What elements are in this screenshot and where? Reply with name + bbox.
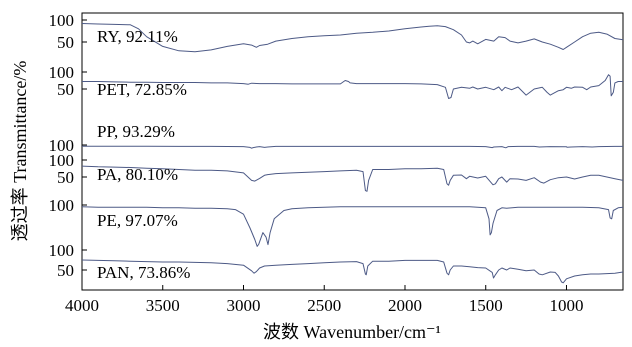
spectrum-line-4 (81, 165, 624, 192)
spectrum-line-3 (82, 145, 623, 149)
plot-frame (81, 12, 624, 291)
series-label-2: PET, 72.85% (97, 80, 187, 99)
x-axis-title: 波数 Wavenumber/cm⁻¹ (263, 322, 441, 342)
x-tick-label: 2000 (388, 296, 422, 315)
spectrum-line-5 (81, 206, 624, 247)
plot-area (81, 12, 624, 291)
series-labels: RY, 92.11% PET, 72.85% PP, 93.29% PA, 80.10… (97, 27, 190, 282)
y-tick-label: 100 (49, 196, 75, 215)
series-label-3: PP, 93.29% (97, 122, 175, 141)
x-tick-label: 3000 (226, 296, 260, 315)
y-tick-label: 50 (57, 261, 74, 280)
y-tick-label: 100 (49, 136, 75, 155)
y-axis-title: 透过率 Transmittance/% (10, 61, 30, 242)
x-tick-label: 3500 (146, 296, 180, 315)
x-tick-label: 2500 (307, 296, 341, 315)
y-tick-label: 100 (49, 63, 75, 82)
x-tick-label: 1500 (469, 296, 503, 315)
y-tick-label: 50 (57, 33, 74, 52)
series-label-5: PE, 97.07% (97, 211, 178, 230)
y-tick-label: 50 (57, 80, 74, 99)
spectrum-line-6 (81, 259, 624, 284)
y-tick-label: 100 (49, 11, 75, 30)
spectrum-line-1 (81, 23, 624, 53)
series-label-1: RY, 92.11% (97, 27, 178, 46)
spectra-layer (81, 23, 624, 284)
x-tick-label: 1000 (549, 296, 583, 315)
series-label-6: PAN, 73.86% (97, 263, 190, 282)
x-axis: 4000 3500 3000 2500 2000 1500 1000 (65, 285, 583, 315)
y-tick-label: 50 (57, 168, 74, 187)
y-tick-label: 100 (49, 241, 75, 260)
y-tick-label: 100 (49, 151, 75, 170)
x-tick-label: 4000 (65, 296, 99, 315)
series-label-4: PA, 80.10% (97, 165, 178, 184)
spectrum-line-2 (82, 74, 623, 99)
